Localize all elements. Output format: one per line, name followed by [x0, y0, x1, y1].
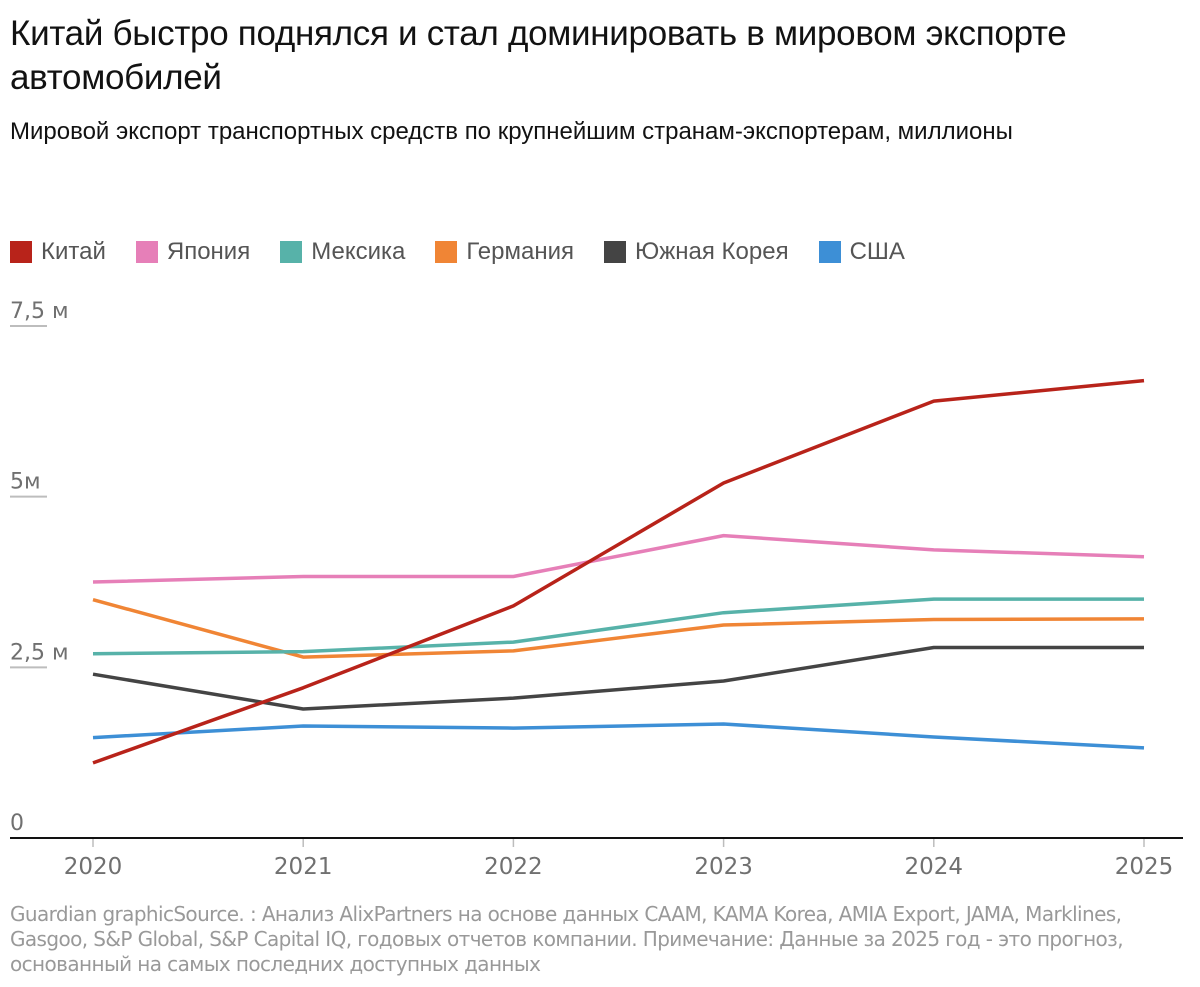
legend-label: Китай	[41, 238, 106, 265]
legend-item-mexico: Мексика	[280, 238, 405, 266]
legend-swatch	[135, 241, 158, 263]
y-tick-label: 7,5 м	[10, 299, 69, 324]
y-tick-label: 0	[10, 811, 24, 836]
x-tick-label: 2023	[694, 854, 753, 880]
legend-label: США	[849, 238, 905, 265]
legend-swatch	[818, 241, 841, 263]
legend-swatch	[10, 241, 32, 263]
chart-title: Китай быстро поднялся и стал доминироват…	[10, 14, 1067, 97]
x-tick-label: 2020	[64, 854, 123, 880]
series-lines	[92, 378, 1145, 765]
y-tick-label: 2,5 м	[10, 640, 69, 665]
series-line-5	[92, 722, 1145, 750]
legend-swatch	[603, 241, 626, 263]
x-axis: 2020 2021 2022 2023 2024 2025	[10, 837, 1183, 880]
y-tick-label: 5м	[10, 470, 41, 495]
legend-label: Германия	[466, 238, 574, 265]
x-tick-label: 2021	[274, 854, 333, 880]
series-line-2	[92, 597, 1144, 656]
x-tick-label: 2025	[1115, 854, 1174, 880]
line-chart: 0 2,5 м 5м 7,5 м 2020 2021 2022 2023 2024 2025	[10, 299, 1183, 880]
chart-subtitle: Мировой экспорт транспортных средств по …	[10, 118, 1013, 145]
x-tick-label: 2022	[484, 854, 543, 880]
legend-swatch	[280, 241, 303, 263]
legend-label: Япония	[166, 238, 251, 265]
series-line-1	[92, 533, 1145, 584]
legend: Китай Япония Мексика Германия Южная Коре…	[10, 238, 935, 266]
legend-label: Южная Корея	[634, 238, 789, 265]
legend-item-south-korea: Южная Корея	[603, 238, 789, 266]
series-line-0	[92, 378, 1145, 765]
series-line-3	[92, 598, 1145, 659]
legend-item-japan: Япония	[135, 238, 251, 266]
legend-swatch	[435, 241, 458, 263]
x-tick-label: 2024	[905, 854, 964, 880]
source-note: Guardian graphicSource. : Анализ AlixPar…	[10, 902, 1124, 976]
series-line-4	[92, 645, 1144, 711]
y-axis: 0 2,5 м 5м 7,5 м	[10, 299, 69, 836]
legend-item-china: Китай	[10, 238, 106, 266]
legend-label: Мексика	[311, 238, 406, 265]
legend-item-germany: Германия	[435, 238, 574, 266]
legend-item-usa: США	[818, 238, 905, 266]
